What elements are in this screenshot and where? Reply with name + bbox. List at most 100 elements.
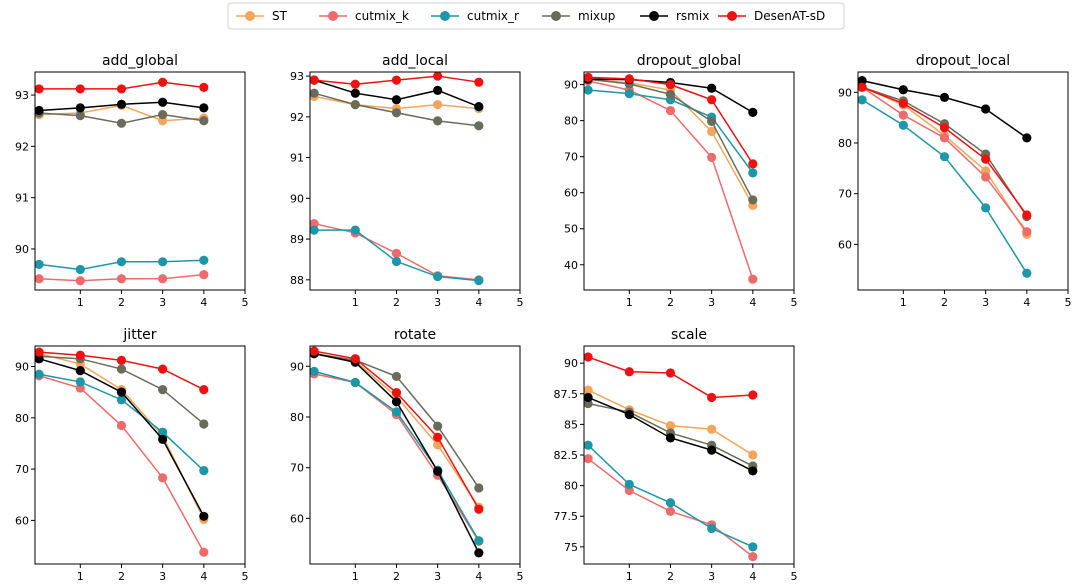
data-point [35, 259, 44, 269]
legend-label: mixup [578, 9, 615, 23]
x-tick-label: 1 [77, 570, 84, 583]
legend-label: ST [272, 9, 288, 23]
data-point [665, 89, 676, 99]
y-tick-label: 90 [290, 192, 304, 205]
y-tick-label: 91 [15, 192, 29, 205]
data-point [474, 77, 484, 87]
y-tick-label: 85 [564, 418, 578, 431]
data-point [350, 377, 360, 388]
x-tick-label: 1 [352, 296, 359, 309]
data-point [707, 126, 717, 137]
data-point [391, 407, 402, 417]
x-tick-label: 1 [626, 570, 633, 583]
data-point [707, 152, 717, 162]
data-point [898, 110, 908, 120]
legend-marker [440, 11, 450, 21]
data-point [474, 536, 484, 546]
y-tick-label: 60 [564, 187, 578, 200]
data-point [474, 483, 484, 493]
y-tick-label: 80 [838, 137, 852, 150]
data-point [748, 466, 758, 476]
legend-entry-desenat-sd: DesenAT-sD [718, 9, 825, 23]
data-point [707, 424, 717, 434]
subplot-dropout-local: dropout_local 1 2 3 4 5 60 70 80 90 [838, 53, 1072, 309]
x-tick-label: 5 [791, 296, 798, 309]
x-tick-label: 3 [434, 570, 441, 583]
data-point [116, 118, 127, 128]
y-tick-label: 50 [564, 223, 578, 236]
series-desenat-sd [584, 352, 758, 403]
data-point [981, 172, 991, 182]
data-point [158, 97, 168, 107]
data-point [391, 388, 402, 398]
data-point [116, 395, 127, 405]
x-tick-label: 1 [626, 296, 633, 309]
y-tick-label: 77.5 [554, 510, 579, 523]
data-point [748, 450, 758, 460]
x-tick-label: 5 [242, 570, 249, 583]
x-tick-label: 5 [1065, 296, 1072, 309]
data-point [350, 88, 360, 98]
y-tick-label: 75 [564, 541, 578, 554]
data-point [199, 385, 209, 395]
legend-marker [649, 11, 659, 21]
data-point [707, 116, 717, 126]
data-point [1022, 133, 1032, 143]
data-point [116, 99, 127, 109]
plot-area [35, 77, 209, 286]
y-tick-label: 89 [290, 233, 304, 246]
x-tick-label: 4 [475, 570, 482, 583]
data-point [898, 120, 908, 130]
y-tick-label: 60 [290, 512, 304, 525]
legend-entry-mixup: mixup [542, 9, 615, 23]
data-point [433, 421, 443, 431]
data-point [665, 80, 676, 90]
series-desenat-sd [35, 347, 209, 395]
data-point [310, 88, 319, 98]
series-cutmix-r [858, 95, 1032, 278]
data-point [474, 121, 484, 131]
series-desenat-sd [584, 72, 758, 169]
y-tick-label: 80 [564, 480, 578, 493]
series-mixup [310, 88, 484, 131]
data-point [898, 98, 908, 109]
data-point [981, 104, 991, 114]
plot-area [584, 352, 758, 562]
data-point [350, 79, 360, 89]
data-point [858, 82, 867, 92]
data-point [35, 354, 44, 364]
y-axis: 40 50 60 70 80 90 [564, 79, 584, 272]
subplot-add-local: add_local 1 2 3 4 5 88 89 90 91 92 93 [290, 53, 524, 309]
data-point [310, 366, 319, 376]
data-point [75, 103, 85, 113]
x-tick-label: 5 [242, 296, 249, 309]
data-point [158, 385, 168, 395]
y-tick-label: 80 [290, 411, 304, 424]
data-point [35, 347, 44, 357]
data-point [748, 195, 758, 205]
data-point [748, 274, 758, 284]
data-point [116, 257, 127, 267]
x-tick-label: 3 [982, 296, 989, 309]
data-point [1022, 227, 1032, 237]
x-tick-label: 1 [77, 296, 84, 309]
y-tick-label: 90 [564, 79, 578, 92]
data-point [474, 276, 484, 286]
y-axis: 75 77.5 80 82.5 85 87.5 90 [554, 357, 584, 554]
legend: ST cutmix_k cutmix_r mixup rsmix DesenAT-sD [227, 2, 845, 30]
data-point [199, 103, 209, 113]
legend-marker [245, 11, 255, 21]
x-tick-label: 3 [708, 296, 715, 309]
series-rsmix [310, 75, 484, 112]
subplot-title: add_global [102, 53, 178, 69]
data-point [116, 420, 127, 431]
data-point [199, 116, 209, 126]
data-point [748, 542, 758, 552]
data-point [584, 385, 593, 395]
y-tick-label: 90 [564, 357, 578, 370]
series-cutmix-r [310, 366, 484, 546]
y-tick-label: 93 [290, 70, 304, 83]
data-point [707, 83, 717, 93]
series-rsmix [584, 392, 758, 476]
